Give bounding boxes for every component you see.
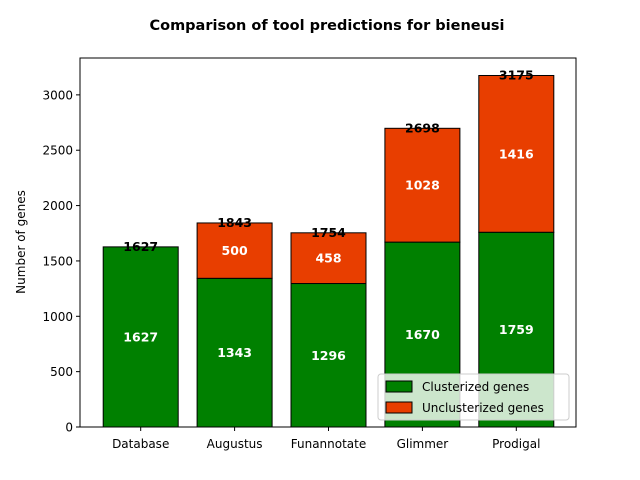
y-tick-label: 1500 [42, 254, 73, 268]
y-tick-label: 500 [50, 365, 73, 379]
bar-prodigal-series-2 [478, 74, 555, 233]
x-tick-label: Prodigal [492, 437, 540, 451]
legend-label: Clusterized genes [422, 380, 529, 394]
x-tick-label: Augustus [207, 437, 263, 451]
data-label: 1296 [311, 348, 346, 363]
total-label: 2698 [405, 120, 440, 135]
legend-swatch [385, 380, 413, 393]
data-label: 500 [222, 243, 248, 258]
data-label: 1416 [499, 146, 534, 161]
chart-title: Comparison of tool predictions for biene… [149, 18, 504, 34]
data-label: 1670 [405, 327, 440, 342]
bar-glimmer-series-2 [384, 127, 461, 243]
legend-box [377, 373, 570, 421]
bar-augustus-series-2 [196, 222, 273, 279]
data-label: 1759 [499, 322, 534, 337]
data-label: 1028 [405, 178, 440, 193]
y-axis-label: Number of genes [14, 190, 28, 294]
total-label: 1627 [123, 239, 158, 254]
x-tick-label: Funannotate [291, 437, 367, 451]
bar-funannotate-series-1 [290, 283, 367, 428]
legend: Clusterized genes Unclusterized genes [377, 373, 570, 421]
total-label: 1754 [311, 225, 346, 240]
y-tick-label: 2500 [42, 144, 73, 158]
x-tick-label: Database [112, 437, 169, 451]
data-label: 1343 [217, 345, 252, 360]
y-tick-label: 3000 [42, 88, 73, 102]
y-tick-label: 2000 [42, 199, 73, 213]
data-label: 1627 [123, 329, 158, 344]
bar-funannotate-series-2 [290, 232, 367, 285]
legend-swatch [385, 401, 413, 414]
total-label: 3175 [499, 67, 534, 82]
y-tick-label: 1000 [42, 310, 73, 324]
legend-label: Unclusterized genes [422, 401, 544, 415]
bar-augustus-series-1 [196, 277, 273, 428]
data-label: 458 [315, 251, 341, 266]
x-tick-label: Glimmer [397, 437, 449, 451]
bar-database-series-1 [102, 246, 179, 428]
total-label: 1843 [217, 215, 252, 230]
y-tick-label: 0 [65, 421, 73, 435]
